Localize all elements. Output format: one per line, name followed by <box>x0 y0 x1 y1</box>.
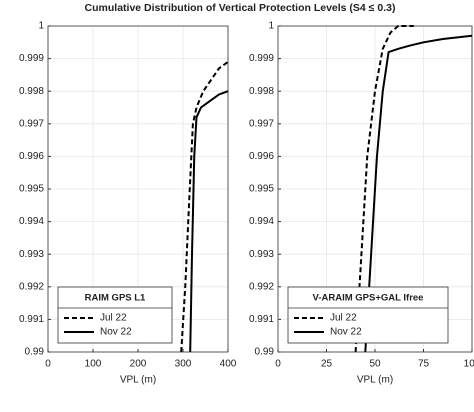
y-tick-label: 0.996 <box>19 151 44 162</box>
y-tick-label: 1 <box>268 21 274 32</box>
axes-frame <box>277 25 473 353</box>
y-tick-label: 0.994 <box>19 216 44 227</box>
legend-title: RAIM GPS L1 <box>85 293 146 304</box>
x-axis-label: VPL (m) <box>357 375 393 386</box>
y-tick-label: 0.997 <box>19 118 44 129</box>
y-tick-label: 0.99 <box>255 347 275 358</box>
figure-title: Cumulative Distribution of Vertical Prot… <box>85 2 396 14</box>
y-tick-label: 0.993 <box>249 249 274 260</box>
y-tick-label: 0.995 <box>249 184 274 195</box>
y-tick-label: 0.991 <box>249 314 274 325</box>
x-tick-label: 75 <box>418 359 430 370</box>
x-tick-label: 300 <box>175 359 192 370</box>
y-tick-label: 0.998 <box>249 86 274 97</box>
x-tick-label: 0 <box>45 359 51 370</box>
y-tick-label: 0.992 <box>249 281 274 292</box>
axes-frame <box>47 25 229 353</box>
y-tick-label: 0.993 <box>19 249 44 260</box>
x-tick-label: 50 <box>369 359 381 370</box>
line-series <box>354 25 414 353</box>
legend-box <box>287 286 449 344</box>
y-tick-label: 0.991 <box>19 314 44 325</box>
y-tick-label: 0.995 <box>19 184 44 195</box>
legend-label: Nov 22 <box>100 327 132 338</box>
x-tick-label: 0 <box>275 359 281 370</box>
legend-label: Jul 22 <box>100 313 127 324</box>
y-tick-label: 0.999 <box>249 53 274 64</box>
y-tick-label: 0.994 <box>249 216 274 227</box>
x-tick-label: 100 <box>464 359 474 370</box>
line-series <box>189 90 229 353</box>
y-tick-label: 0.997 <box>249 118 274 129</box>
x-tick-label: 25 <box>321 359 333 370</box>
legend-box <box>57 286 173 344</box>
legend-label: Nov 22 <box>330 327 362 338</box>
line-series <box>364 34 473 353</box>
y-tick-label: 1 <box>38 21 44 32</box>
y-tick-label: 0.996 <box>249 151 274 162</box>
y-tick-label: 0.992 <box>19 281 44 292</box>
x-axis-label: VPL (m) <box>120 375 156 386</box>
x-tick-label: 400 <box>220 359 237 370</box>
line-series <box>180 61 229 353</box>
y-tick-label: 0.99 <box>25 347 45 358</box>
legend-label: Jul 22 <box>330 313 357 324</box>
x-tick-label: 200 <box>130 359 147 370</box>
x-tick-label: 100 <box>85 359 102 370</box>
legend-title: V-ARAIM GPS+GAL Ifree <box>313 293 424 304</box>
y-tick-label: 0.998 <box>19 86 44 97</box>
y-tick-label: 0.999 <box>19 53 44 64</box>
